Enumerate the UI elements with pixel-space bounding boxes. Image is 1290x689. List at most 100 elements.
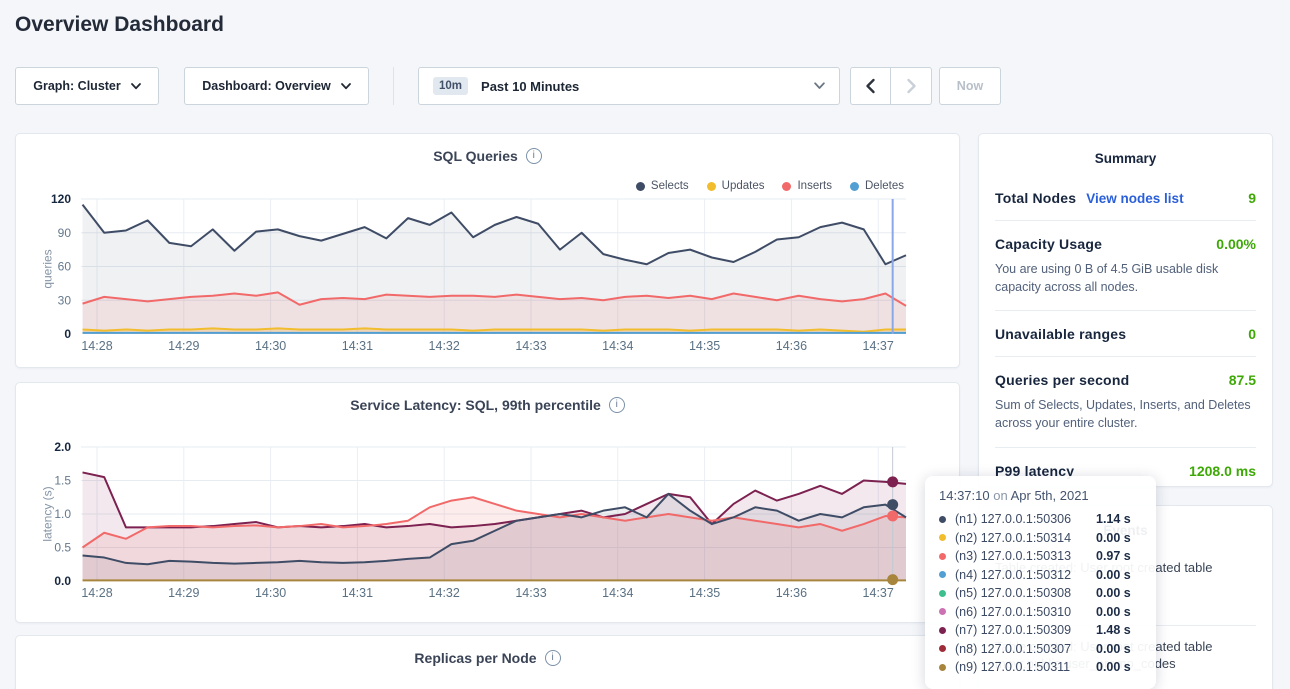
node-address: (n8) 127.0.0.1:50307 [955,642,1096,656]
svg-text:60: 60 [58,260,72,274]
svg-text:14:31: 14:31 [342,586,373,600]
summary-row: Unavailable ranges 0 [995,311,1256,357]
svg-text:14:36: 14:36 [776,586,807,600]
time-pager [850,67,932,105]
summary-title: Summary [995,134,1256,175]
svg-text:1.5: 1.5 [54,474,71,488]
chevron-down-icon [341,83,351,90]
svg-text:14:33: 14:33 [515,586,546,600]
node-latency-value: 0.00 s [1096,642,1131,656]
svg-text:0: 0 [64,327,71,341]
info-icon[interactable]: i [545,650,561,666]
time-next-button[interactable] [891,67,932,105]
tooltip-timestamp: 14:37:10 on Apr 5th, 2021 [939,488,1142,503]
node-latency-value: 0.00 s [1096,605,1131,619]
svg-text:14:33: 14:33 [515,339,546,353]
now-button[interactable]: Now [939,67,1001,105]
node-color-dot [939,645,946,652]
page-title: Overview Dashboard [15,13,224,37]
svg-text:14:28: 14:28 [81,586,112,600]
tooltip-node-row: (n5) 127.0.0.1:503080.00 s [939,584,1142,603]
svg-text:14:34: 14:34 [602,339,633,353]
chevron-down-icon [814,82,825,90]
summary-row-value: 1208.0 ms [1189,463,1256,479]
node-latency-value: 1.48 s [1096,623,1131,637]
svg-text:1.0: 1.0 [54,507,71,521]
node-address: (n4) 127.0.0.1:50312 [955,568,1096,582]
summary-row: Total Nodes View nodes list 9 [995,175,1256,221]
graph-dropdown-label: Graph: Cluster [33,79,121,93]
summary-row-label: Total Nodes [995,190,1076,206]
svg-text:2.0: 2.0 [54,440,71,454]
svg-text:0.5: 0.5 [54,541,71,555]
node-latency-value: 0.00 s [1096,531,1131,545]
summary-row-value: 87.5 [1229,372,1256,388]
svg-text:14:30: 14:30 [255,586,286,600]
range-badge: 10m [433,77,468,95]
node-color-dot [939,590,946,597]
svg-text:30: 30 [58,293,72,307]
tooltip-node-row: (n2) 127.0.0.1:503140.00 s [939,529,1142,548]
dashboard-dropdown-label: Dashboard: Overview [202,79,331,93]
node-address: (n1) 127.0.0.1:50306 [955,512,1096,526]
summary-row-value: 0 [1248,326,1256,342]
svg-text:14:37: 14:37 [863,339,894,353]
node-color-dot [939,608,946,615]
tooltip-node-row: (n6) 127.0.0.1:503100.00 s [939,603,1142,622]
summary-row-value: 0.00% [1216,236,1256,252]
summary-row-description: Sum of Selects, Updates, Inserts, and De… [995,396,1256,432]
node-color-dot [939,571,946,578]
controls-divider [393,67,394,105]
range-label: Past 10 Minutes [481,79,579,94]
summary-row-value: 9 [1248,190,1256,206]
tooltip-node-row: (n9) 127.0.0.1:503110.00 s [939,658,1142,677]
dashboard-dropdown[interactable]: Dashboard: Overview [184,67,369,105]
sql-queries-card: SQL Queries i SelectsUpdatesInsertsDelet… [15,133,960,368]
chevron-right-icon [906,78,917,94]
svg-text:14:30: 14:30 [255,339,286,353]
graph-dropdown[interactable]: Graph: Cluster [15,67,159,105]
node-address: (n3) 127.0.0.1:50313 [955,549,1096,563]
svg-text:14:35: 14:35 [689,339,720,353]
svg-text:14:29: 14:29 [168,586,199,600]
summary-panel: Summary Total Nodes View nodes list 9 Capac… [978,133,1273,487]
service-latency-chart[interactable]: 0.00.51.01.52.014:2814:2914:3014:3114:32… [16,383,961,608]
node-latency-value: 0.00 s [1096,660,1131,674]
node-color-dot [939,534,946,541]
svg-text:14:36: 14:36 [776,339,807,353]
node-latency-value: 0.97 s [1096,549,1131,563]
svg-text:90: 90 [58,226,72,240]
replicas-per-node-card: Replicas per Node i [15,635,960,689]
node-latency-value: 1.14 s [1096,512,1131,526]
chevron-down-icon [131,83,141,90]
tooltip-node-row: (n4) 127.0.0.1:503120.00 s [939,566,1142,585]
tooltip-node-row: (n1) 127.0.0.1:503061.14 s [939,510,1142,529]
node-address: (n5) 127.0.0.1:50308 [955,586,1096,600]
node-color-dot [939,664,946,671]
replicas-per-node-title: Replicas per Node [414,650,536,666]
node-address: (n6) 127.0.0.1:50310 [955,605,1096,619]
summary-row-label: Unavailable ranges [995,326,1126,342]
svg-text:120: 120 [51,192,71,206]
summary-row: Capacity Usage 0.00% You are using 0 B of … [995,221,1256,311]
sql-queries-chart[interactable]: 030609012014:2814:2914:3014:3114:3214:33… [16,134,961,361]
node-color-dot [939,553,946,560]
summary-row-description: You are using 0 B of 4.5 GiB usable disk… [995,260,1256,296]
node-address: (n9) 127.0.0.1:50311 [955,660,1096,674]
svg-text:14:31: 14:31 [342,339,373,353]
tooltip-node-row: (n8) 127.0.0.1:503070.00 s [939,640,1142,659]
node-latency-value: 0.00 s [1096,586,1131,600]
node-address: (n2) 127.0.0.1:50314 [955,531,1096,545]
svg-text:14:29: 14:29 [168,339,199,353]
summary-row-label: Capacity Usage [995,236,1102,252]
time-range-dropdown[interactable]: 10m Past 10 Minutes [418,67,840,105]
node-color-dot [939,627,946,634]
time-prev-button[interactable] [850,67,891,105]
svg-text:14:37: 14:37 [863,586,894,600]
svg-text:14:35: 14:35 [689,586,720,600]
node-address: (n7) 127.0.0.1:50309 [955,623,1096,637]
dashboard-controls: Graph: Cluster Dashboard: Overview 10m P… [15,67,1001,105]
chart-hover-tooltip: 14:37:10 on Apr 5th, 2021 (n1) 127.0.0.1… [925,476,1156,689]
svg-text:14:32: 14:32 [429,339,460,353]
view-nodes-list-link[interactable]: View nodes list [1086,191,1183,206]
